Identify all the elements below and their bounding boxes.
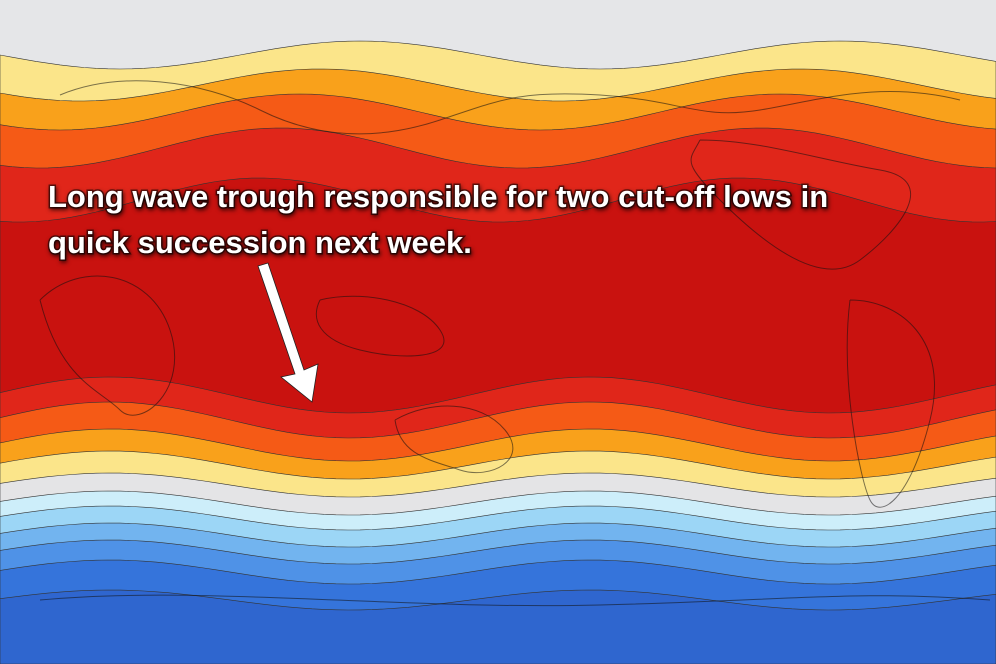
coastline [846,299,935,508]
coastline [39,594,991,607]
coastline [394,405,514,474]
annotation-line: quick succession next week. [48,225,472,260]
coastline [690,139,912,270]
coastline [39,275,176,416]
contour-band [0,589,996,664]
coastline [315,295,445,357]
coastlines [39,80,991,607]
arrow [257,262,319,403]
contour-bands [0,40,996,664]
annotation-line: Long wave trough responsible for two cut… [48,179,828,214]
coastline [59,80,961,135]
